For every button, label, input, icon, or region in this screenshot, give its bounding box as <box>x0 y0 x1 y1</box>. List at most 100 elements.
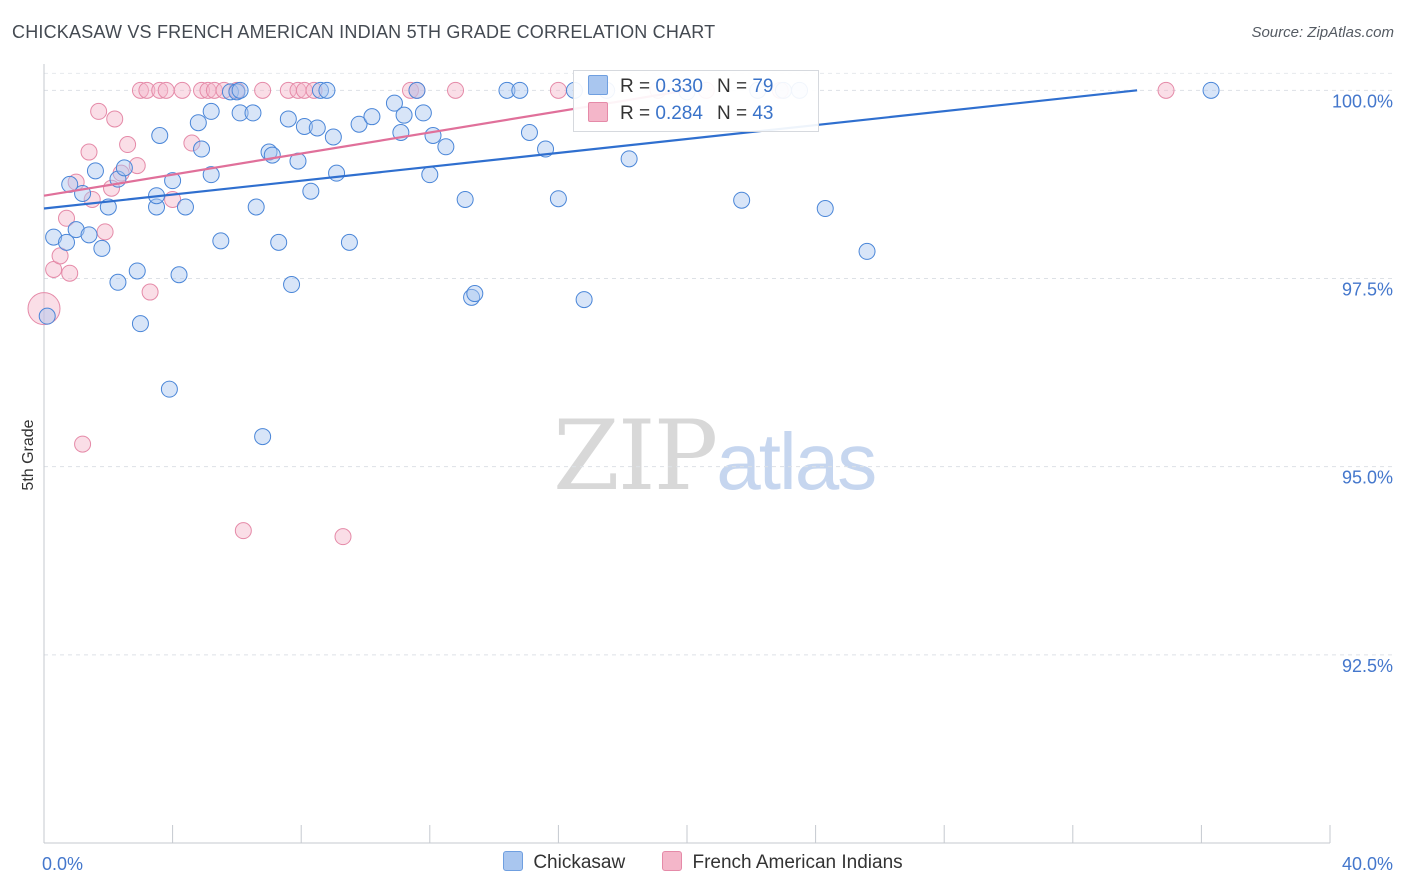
data-point <box>498 81 516 99</box>
data-point <box>74 435 92 453</box>
data-point <box>189 114 207 132</box>
legend-r-value: 0.284 <box>655 103 703 124</box>
data-point <box>311 81 329 99</box>
data-point <box>109 273 127 291</box>
data-point <box>106 110 124 128</box>
legend-swatch-chickasaw <box>503 851 524 871</box>
data-point <box>202 166 220 184</box>
legend-row-chickasaw: R = 0.330 N = 79 <box>588 75 773 99</box>
data-point <box>58 233 76 251</box>
data-point <box>350 115 368 133</box>
data-point <box>151 81 169 99</box>
y-tick-label: 97.5% <box>1342 280 1393 300</box>
data-point <box>58 209 76 227</box>
data-point <box>520 123 538 141</box>
data-point <box>173 81 191 99</box>
data-point <box>302 182 320 200</box>
series-chickasaw <box>38 81 1220 446</box>
data-point <box>424 127 442 145</box>
data-point <box>86 162 104 180</box>
data-point <box>138 81 156 99</box>
data-point <box>308 119 326 137</box>
data-point <box>212 232 230 250</box>
chart-title: CHICKASAW VS FRENCH AMERICAN INDIAN 5TH … <box>12 22 716 42</box>
data-point <box>733 191 751 209</box>
data-point <box>328 164 346 182</box>
series-legend: Chickasaw French American Indians <box>0 851 1406 874</box>
legend-n-value: 79 <box>752 76 774 97</box>
data-point <box>620 150 638 168</box>
data-point <box>549 190 567 208</box>
data-point <box>511 81 529 99</box>
data-point <box>157 81 175 99</box>
legend-swatch-french <box>588 102 608 122</box>
legend-label-french: French American Indians <box>692 852 903 873</box>
data-point <box>260 143 278 161</box>
data-point <box>575 291 593 309</box>
data-point <box>1202 81 1220 99</box>
legend-r-label: R = <box>620 76 651 97</box>
data-point <box>466 285 484 303</box>
data-point <box>334 528 352 546</box>
y-tick-label: 92.5% <box>1342 656 1393 676</box>
data-point <box>234 522 252 540</box>
data-point <box>456 190 474 208</box>
data-point <box>408 81 426 99</box>
data-point <box>115 159 133 177</box>
data-point <box>45 228 63 246</box>
data-point <box>385 94 403 112</box>
data-point <box>263 146 281 164</box>
data-point <box>437 138 455 156</box>
data-point <box>254 428 272 446</box>
data-point <box>858 242 876 260</box>
data-point <box>231 104 249 122</box>
gridlines <box>44 72 1393 656</box>
data-point <box>93 239 111 257</box>
legend-r-value: 0.330 <box>655 76 703 97</box>
trend-line <box>43 89 1138 210</box>
data-point <box>231 81 249 99</box>
legend-n-value: 43 <box>752 103 774 124</box>
data-point <box>283 276 301 294</box>
data-point <box>80 226 98 244</box>
x-tick-labels: 0.0% 40.0% <box>42 854 1393 874</box>
data-point <box>402 81 420 99</box>
data-point <box>176 198 194 216</box>
data-point <box>395 106 413 124</box>
watermark-atlas: atlas <box>716 417 877 506</box>
data-point <box>244 104 262 122</box>
data-point <box>90 102 108 120</box>
data-point <box>193 140 211 158</box>
data-point <box>128 157 146 175</box>
legend-swatch-chickasaw <box>588 75 608 95</box>
data-point <box>1157 81 1175 99</box>
data-point <box>193 81 211 99</box>
x-tick-label: 0.0% <box>42 854 83 874</box>
stats-legend: R = 0.330 N = 79 R = 0.284 N = 43 <box>573 70 819 132</box>
legend-n-label: N = <box>716 103 748 124</box>
legend-row-french-american-indians: R = 0.284 N = 43 <box>588 102 773 126</box>
watermark: ZIPatlas <box>553 400 877 512</box>
data-point <box>447 81 465 99</box>
data-point <box>151 127 169 145</box>
axes <box>43 64 1331 844</box>
watermark-zip: ZIP <box>553 400 718 512</box>
data-point <box>549 81 567 99</box>
data-point <box>80 143 98 161</box>
data-point <box>119 136 137 154</box>
data-point <box>202 102 220 120</box>
data-point <box>170 266 188 284</box>
data-point <box>183 134 201 152</box>
data-point <box>160 380 178 398</box>
data-point <box>318 81 336 99</box>
legend-item-chickasaw: Chickasaw <box>503 851 625 874</box>
data-point <box>414 104 432 122</box>
data-point <box>363 108 381 126</box>
data-point <box>141 283 159 301</box>
source-label: Source: ZipAtlas.com <box>1251 24 1394 41</box>
data-point <box>279 110 297 128</box>
legend-label-chickasaw: Chickasaw <box>533 852 626 873</box>
legend-r-label: R = <box>620 103 651 124</box>
data-point <box>61 264 79 282</box>
